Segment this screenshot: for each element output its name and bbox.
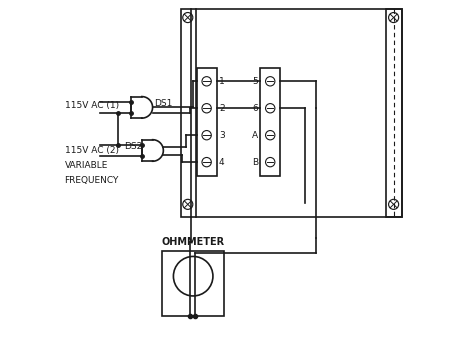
Text: FREQUENCY: FREQUENCY — [64, 176, 119, 185]
Bar — [162, 251, 224, 316]
Bar — [182, 9, 402, 217]
Bar — [260, 68, 280, 176]
Text: 1: 1 — [219, 77, 225, 86]
Text: 115V AC (1): 115V AC (1) — [64, 101, 118, 110]
Text: 5: 5 — [252, 77, 258, 86]
Text: VARIABLE: VARIABLE — [64, 161, 108, 170]
Text: B: B — [252, 157, 258, 167]
Text: 3: 3 — [219, 131, 225, 140]
Text: 2: 2 — [219, 104, 225, 113]
Text: OHMMETER: OHMMETER — [162, 237, 225, 248]
Text: 115V AC (2): 115V AC (2) — [64, 146, 118, 155]
Bar — [386, 9, 402, 217]
Text: 4: 4 — [219, 157, 225, 167]
Bar — [197, 68, 217, 176]
Text: DS2: DS2 — [124, 142, 143, 151]
Text: DS1: DS1 — [155, 99, 173, 108]
Text: A: A — [252, 131, 258, 140]
Text: 6: 6 — [252, 104, 258, 113]
